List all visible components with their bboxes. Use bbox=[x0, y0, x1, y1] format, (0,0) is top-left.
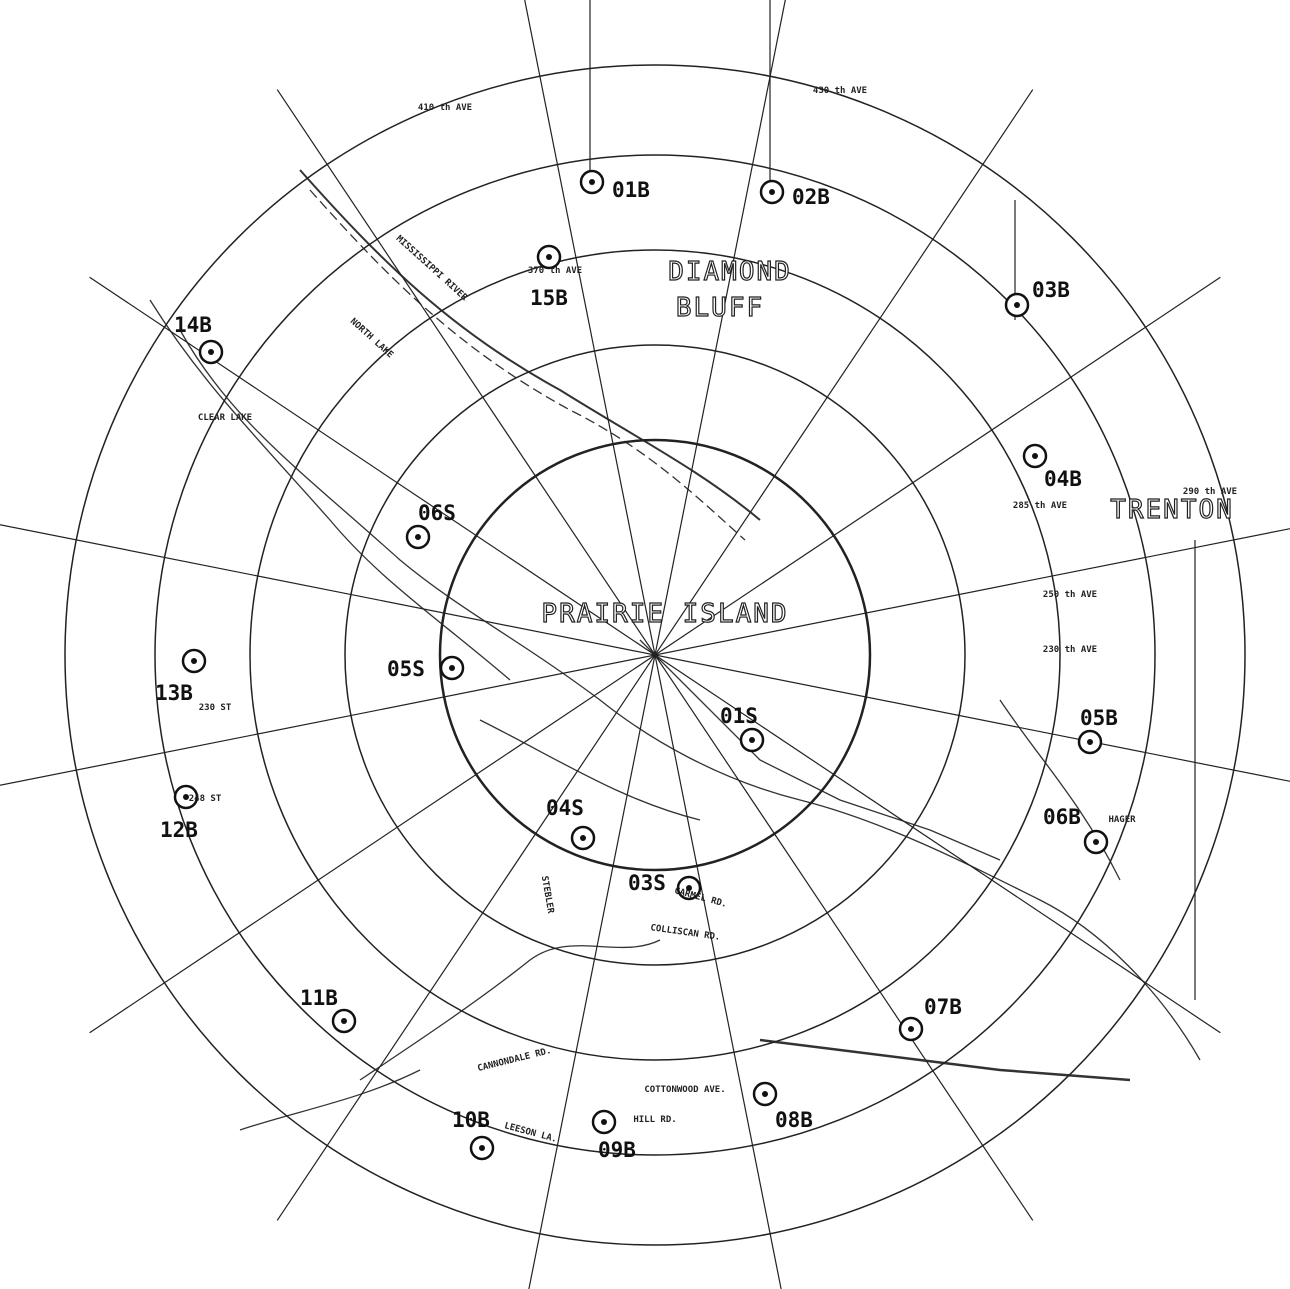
station-dot bbox=[908, 1026, 914, 1032]
labels: DIAMOND BLUFF PRAIRIE ISLAND TRENTON 01B 02B 1… bbox=[155, 86, 1237, 1162]
station-dot bbox=[601, 1119, 607, 1125]
feature-label: COLLISCAN RD. bbox=[650, 923, 721, 943]
station-label: 05S bbox=[387, 657, 425, 681]
station-dot bbox=[589, 179, 595, 185]
feature-label: 230 th AVE bbox=[1043, 645, 1097, 655]
station-dot bbox=[449, 665, 455, 671]
station-dot bbox=[546, 254, 552, 260]
place-name: BLUFF bbox=[676, 293, 764, 323]
station-label: 06S bbox=[418, 501, 456, 525]
station-dot bbox=[1087, 739, 1093, 745]
feature-label: NORTH LAKE bbox=[348, 317, 395, 361]
station-dot bbox=[341, 1018, 347, 1024]
place-name: PRAIRIE ISLAND bbox=[541, 599, 788, 629]
station-label: 15B bbox=[530, 286, 568, 310]
feature-label: 285 th AVE bbox=[1013, 501, 1067, 511]
station-dot bbox=[1032, 453, 1038, 459]
feature-label: LEESON LA. bbox=[503, 1121, 558, 1145]
station-dot bbox=[762, 1091, 768, 1097]
feature-label: 410 th AVE bbox=[418, 103, 472, 113]
feature-label: 430 th AVE bbox=[813, 86, 867, 96]
feature-label: 290 th AVE bbox=[1183, 487, 1237, 497]
station-label: 05B bbox=[1080, 706, 1118, 730]
station-label: 04B bbox=[1044, 467, 1082, 491]
station-label: 10B bbox=[452, 1108, 490, 1132]
station-label: 01S bbox=[720, 704, 758, 728]
station-label: 03S bbox=[628, 871, 666, 895]
station-label: 12B bbox=[160, 818, 198, 842]
feature-label: 250 th AVE bbox=[1043, 590, 1097, 600]
station-dot bbox=[415, 534, 421, 540]
station-label: 08B bbox=[775, 1108, 813, 1132]
station-dot bbox=[183, 794, 189, 800]
terrain bbox=[149, 0, 1201, 1131]
station-label: 14B bbox=[174, 313, 212, 337]
station-label: 06B bbox=[1043, 805, 1081, 829]
feature-label: CLEAR LAKE bbox=[198, 413, 252, 423]
station-dot bbox=[769, 189, 775, 195]
feature-label: 248 ST bbox=[189, 794, 222, 804]
station-dot bbox=[580, 835, 586, 841]
station-label: 04S bbox=[546, 796, 584, 820]
station-label: 01B bbox=[612, 178, 650, 202]
range-rings bbox=[64, 64, 1246, 1246]
sector-line bbox=[528, 0, 786, 1289]
station-label: 02B bbox=[792, 185, 830, 209]
station-label: 07B bbox=[924, 995, 962, 1019]
sector-line bbox=[524, 0, 782, 1289]
station-label: 11B bbox=[300, 986, 338, 1010]
station-dot bbox=[479, 1145, 485, 1151]
feature-label: 370 th AVE bbox=[528, 266, 582, 276]
station-dot bbox=[191, 658, 197, 664]
feature-label: COTTONWOOD AVE. bbox=[644, 1085, 725, 1095]
feature-label: HILL RD. bbox=[633, 1115, 676, 1125]
station-dot bbox=[686, 885, 692, 891]
feature-label: MISSISSIPPI RIVER bbox=[394, 234, 470, 303]
station-label: 09B bbox=[598, 1138, 636, 1162]
feature-label: CANNONDALE RD. bbox=[477, 1046, 553, 1074]
place-name: TRENTON bbox=[1110, 495, 1234, 525]
station-dot bbox=[1093, 839, 1099, 845]
feature-label: STEBLER bbox=[539, 875, 556, 915]
station-dot bbox=[208, 349, 214, 355]
station-label: 13B bbox=[155, 681, 193, 705]
feature-label: 230 ST bbox=[199, 703, 232, 713]
place-name: DIAMOND bbox=[668, 257, 792, 287]
station-dot bbox=[1014, 302, 1020, 308]
station-label: 03B bbox=[1032, 278, 1070, 302]
station-dot bbox=[749, 737, 755, 743]
feature-label: HAGER bbox=[1108, 815, 1136, 825]
